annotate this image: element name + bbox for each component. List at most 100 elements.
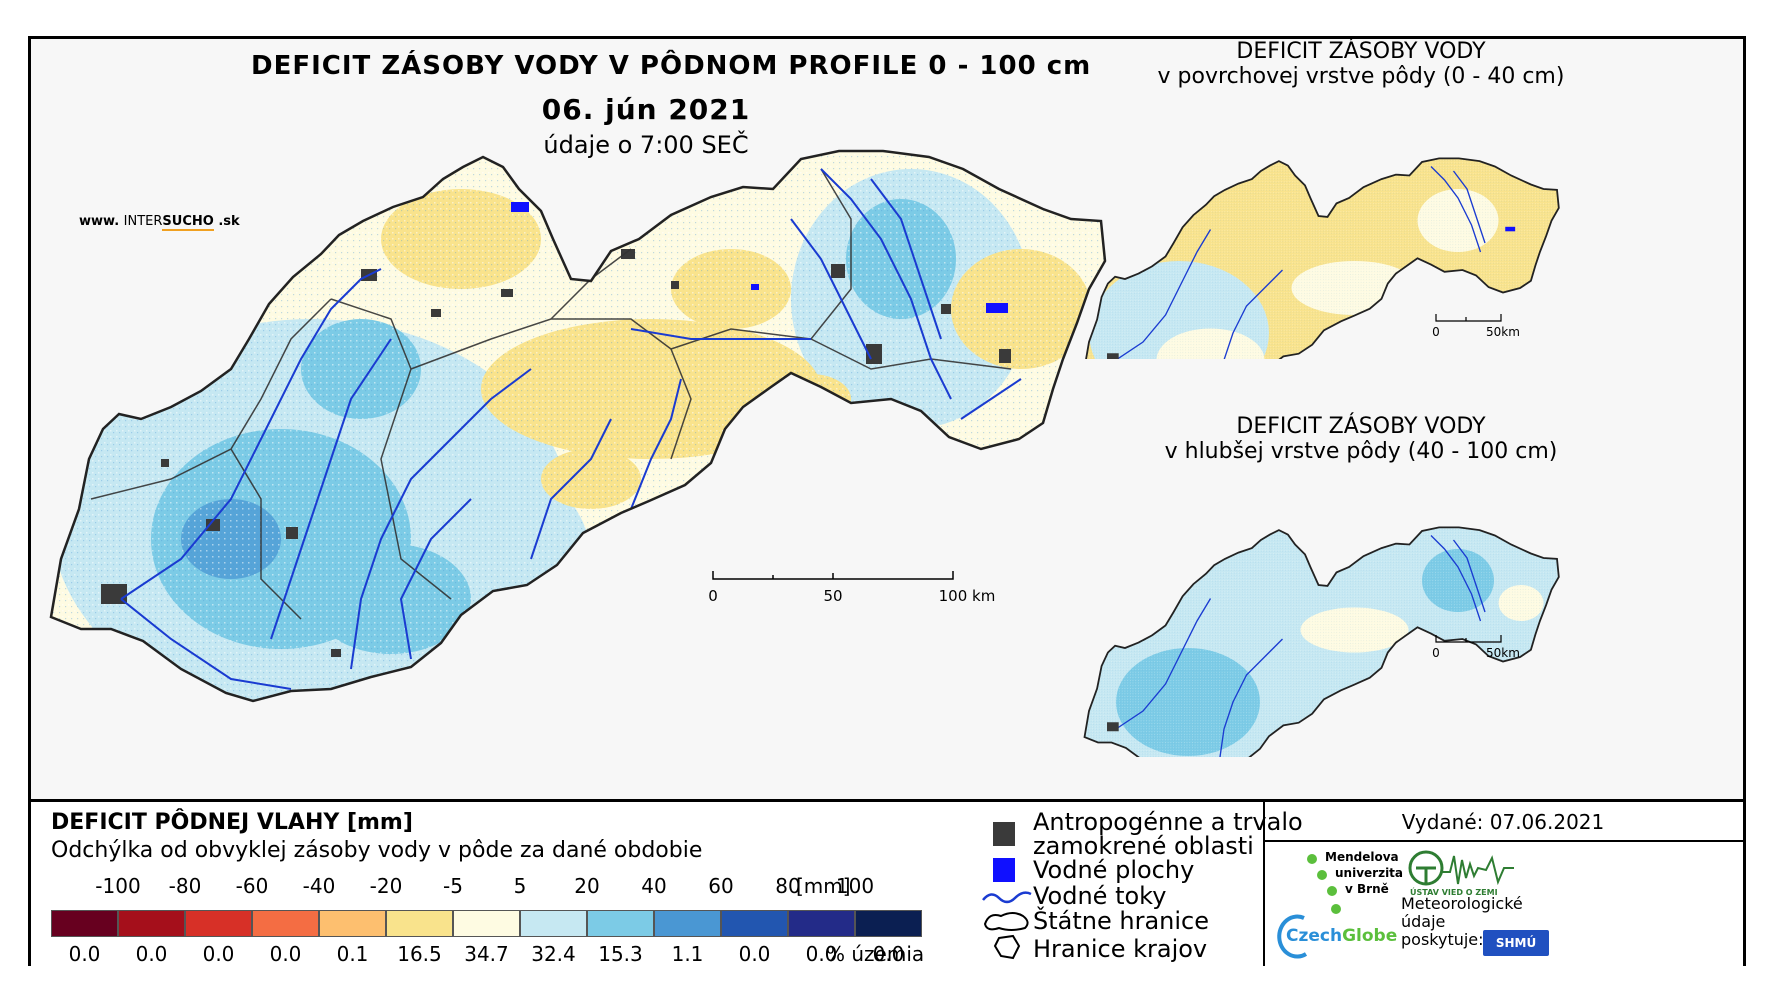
website-suffix: .sk bbox=[218, 214, 240, 229]
legend-break: -20 bbox=[369, 874, 403, 898]
legend-pct: 0.0 bbox=[805, 942, 838, 966]
czechglobe-text-b: Globe bbox=[1342, 926, 1398, 946]
meteo-line-3: poskytuje: bbox=[1401, 930, 1484, 949]
mendel-text-2: univerzita bbox=[1335, 866, 1404, 880]
inset-bottom-title-1: DEFICIT ZÁSOBY VODY bbox=[1236, 414, 1486, 439]
legend-separator bbox=[1263, 802, 1265, 966]
inset-top-title-2: v povrchovej vrstve pôdy (0 - 40 cm) bbox=[1157, 64, 1565, 89]
legend-pct: 34.7 bbox=[464, 942, 509, 966]
legend-break: 5 bbox=[513, 874, 527, 898]
legend-swatch bbox=[118, 910, 185, 937]
legend-break: 20 bbox=[574, 874, 600, 898]
legend-break: 80 bbox=[775, 874, 801, 898]
scale-0: 0 bbox=[708, 587, 718, 605]
inset-top-map: 0 50km bbox=[1083, 157, 1560, 359]
mendel-dot-3 bbox=[1327, 886, 1337, 896]
main-map: 0 50 100 km bbox=[49, 149, 1107, 703]
czechglobe-text: CzechGlobe bbox=[1286, 926, 1397, 946]
legend-break: -100 bbox=[95, 874, 141, 898]
key-region-border-symbol bbox=[993, 934, 1021, 960]
shmu-logo: SHMÚ bbox=[1483, 930, 1549, 956]
map-frame: 0 50 100 km DEFICIT ZÁSOBY VODY V PÔDNOM… bbox=[28, 36, 1746, 966]
mendel-dot-2 bbox=[1317, 870, 1327, 880]
legend-swatch bbox=[520, 910, 587, 937]
legend-swatch bbox=[654, 910, 721, 937]
legend-break: -5 bbox=[443, 874, 463, 898]
legend-pct: 16.5 bbox=[397, 942, 442, 966]
website-brand-a: INTER bbox=[123, 214, 163, 229]
legend-swatch bbox=[386, 910, 453, 937]
legend-pct: 0.0 bbox=[68, 942, 101, 966]
mendel-text-3: v Brně bbox=[1345, 882, 1389, 896]
key-state-border-symbol bbox=[983, 912, 1029, 931]
inset-top-title-1: DEFICIT ZÁSOBY VODY bbox=[1236, 39, 1486, 64]
mendel-dot-1 bbox=[1307, 854, 1317, 864]
time-note: údaje o 7:00 SEČ bbox=[543, 131, 749, 159]
shmu-text: SHMÚ bbox=[1495, 936, 1537, 950]
key-river-symbol bbox=[982, 891, 1032, 904]
czechglobe-logo: CzechGlobe bbox=[1276, 914, 1397, 960]
website-prefix: www. bbox=[79, 214, 120, 229]
legend-swatch bbox=[185, 910, 252, 937]
mendel-text-1: Mendelova bbox=[1325, 850, 1399, 864]
legend-swatch bbox=[788, 910, 855, 937]
uvz-logo: ÚSTAV VIED O ZEMI bbox=[1406, 848, 1516, 906]
key-state-border: Štátne hranice bbox=[1033, 907, 1209, 935]
inset-bottom-scale-0: 0 bbox=[1432, 646, 1440, 660]
legend-title: DEFICIT PÔDNEJ VLAHY [mm] bbox=[51, 810, 413, 835]
mendel-logo: Mendelova univerzita v Brně bbox=[1301, 848, 1411, 918]
key-rivers: Vodné toky bbox=[1033, 882, 1167, 910]
key-anthropogenic-swatch bbox=[993, 822, 1015, 846]
inset-top-scale-50: 50km bbox=[1486, 325, 1520, 339]
key-anthropogenic-2: zamokrené oblasti bbox=[1033, 832, 1254, 860]
legend-break: -40 bbox=[302, 874, 336, 898]
legend-pct-label: % územia bbox=[826, 942, 925, 966]
map-area: 0 50 100 km DEFICIT ZÁSOBY VODY V PÔDNOM… bbox=[31, 39, 1743, 799]
website-link[interactable]: www. INTERSUCHO .sk bbox=[79, 214, 240, 231]
legend-swatch bbox=[252, 910, 319, 937]
website-brand-b: SUCHO bbox=[162, 214, 214, 231]
key-water-swatch bbox=[993, 858, 1015, 882]
mendel-dot-4 bbox=[1331, 904, 1341, 914]
legend-break: 40 bbox=[641, 874, 667, 898]
issued-underline bbox=[1265, 840, 1743, 842]
scale-100: 100 km bbox=[939, 587, 996, 605]
legend-pct: 0.0 bbox=[135, 942, 168, 966]
main-title: DEFICIT ZÁSOBY VODY V PÔDNOM PROFILE 0 -… bbox=[251, 51, 1092, 81]
legend-pct: 0.0 bbox=[872, 942, 905, 966]
legend-pct: 0.1 bbox=[336, 942, 369, 966]
key-anthropogenic-1: Antropogénne a trvalo bbox=[1033, 808, 1303, 836]
inset-bottom-title-2: v hlubšej vrstve pôdy (40 - 100 cm) bbox=[1164, 439, 1558, 464]
legend-subtitle: Odchýlka od obvyklej zásoby vody v pôde … bbox=[51, 838, 703, 863]
main-scale-bar bbox=[712, 571, 954, 580]
map-date: 06. jún 2021 bbox=[541, 93, 751, 126]
seismogram-icon bbox=[1408, 850, 1514, 886]
legend-swatch bbox=[587, 910, 654, 937]
legend-break: -80 bbox=[168, 874, 202, 898]
legend-pct: 0.0 bbox=[202, 942, 235, 966]
uvz-text: ÚSTAV VIED O ZEMI bbox=[1410, 888, 1498, 897]
legend-pct: 1.1 bbox=[671, 942, 704, 966]
issued-date: Vydané: 07.06.2021 bbox=[1401, 810, 1605, 834]
legend-unit: [mm] bbox=[796, 874, 851, 898]
legend-break: 100 bbox=[835, 874, 875, 898]
legend-swatch bbox=[721, 910, 788, 937]
scale-50: 50 bbox=[823, 587, 842, 605]
legend-break: -60 bbox=[235, 874, 269, 898]
legend-panel: DEFICIT PÔDNEJ VLAHY [mm] Odchýlka od ob… bbox=[31, 799, 1743, 966]
legend-swatch bbox=[319, 910, 386, 937]
legend-swatch bbox=[453, 910, 520, 937]
czechglobe-text-a: Czech bbox=[1286, 926, 1343, 946]
inset-bottom-map: 0 50km bbox=[1083, 526, 1560, 757]
legend-swatch bbox=[855, 910, 922, 937]
inset-bottom-scale-50: 50km bbox=[1486, 646, 1520, 660]
legend-swatch bbox=[51, 910, 118, 937]
key-region-border: Hranice krajov bbox=[1033, 935, 1208, 963]
inset-top-scale-0: 0 bbox=[1432, 325, 1440, 339]
czechglobe-arc-icon bbox=[1277, 914, 1308, 959]
legend-pct: 0.0 bbox=[269, 942, 302, 966]
legend-break: 60 bbox=[708, 874, 734, 898]
key-water-bodies: Vodné plochy bbox=[1033, 856, 1195, 884]
legend-pct: 0.0 bbox=[738, 942, 771, 966]
meteo-line-1: Meteorologické bbox=[1401, 894, 1523, 913]
